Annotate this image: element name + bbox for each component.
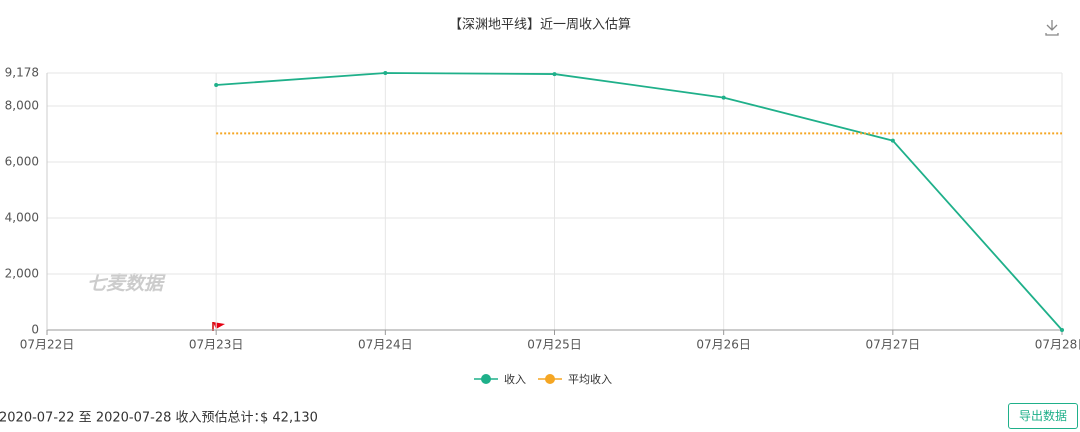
x-tick-label: 07月23日: [189, 338, 244, 352]
series-line: [216, 72, 1063, 331]
data-point: [383, 71, 388, 75]
data-point: [214, 82, 219, 87]
x-tick-label: 07月22日: [20, 338, 75, 352]
data-point: [890, 138, 895, 143]
summary-text: 2020-07-22 至 2020-07-28 收入预估总计：: [0, 411, 267, 426]
x-tick-label: 07月26日: [696, 338, 751, 352]
legend-swatch-dot: [481, 374, 491, 384]
x-tick-label: 07月28日: [1035, 338, 1080, 352]
data-point: [1060, 328, 1064, 332]
export-button[interactable]: 导出数据: [1008, 403, 1078, 429]
summary-total: $ 42,130: [260, 411, 318, 426]
legend-swatch-dot: [545, 374, 555, 384]
watermark: 七麦数据: [87, 273, 166, 295]
y-tick-label: 4,000: [5, 210, 39, 224]
x-tick-label: 07月24日: [358, 338, 413, 352]
y-tick-label: 2,000: [5, 266, 39, 280]
y-tick-label: 0: [31, 323, 39, 337]
download-icon[interactable]: [1045, 20, 1059, 36]
y-tick-label: 6,000: [5, 154, 39, 168]
x-tick-label: 07月25日: [527, 338, 582, 352]
legend-label: 平均收入: [568, 372, 612, 386]
y-tick-label: 9,178: [5, 66, 39, 80]
data-point: [721, 95, 726, 100]
data-point: [552, 72, 557, 77]
x-tick-label: 07月27日: [866, 338, 921, 352]
y-tick-label: 8,000: [5, 98, 39, 112]
legend-label: 收入: [504, 372, 526, 386]
chart-title: 【深渊地平线】近一周收入估算: [449, 18, 631, 33]
